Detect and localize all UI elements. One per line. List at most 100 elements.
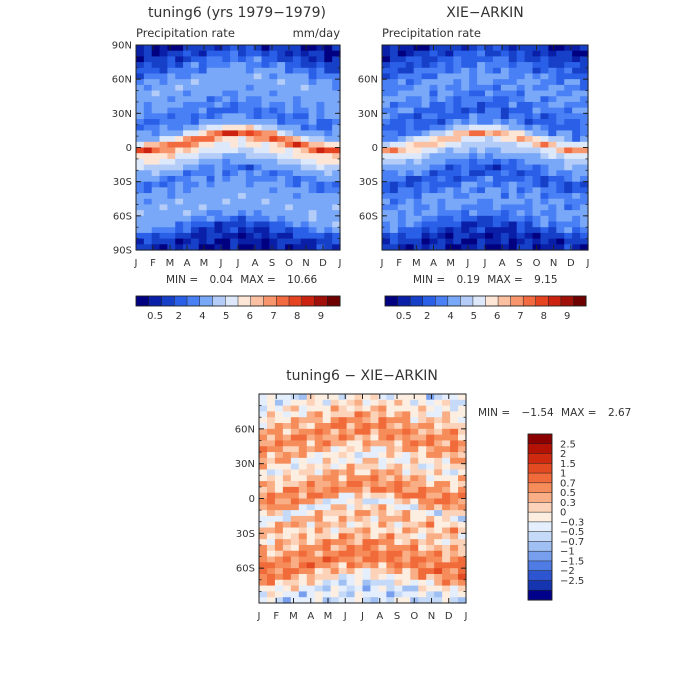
- x-tick-label: M: [289, 611, 298, 622]
- field-cell: [261, 244, 270, 251]
- field-cell: [421, 96, 431, 103]
- field-cell: [362, 417, 372, 424]
- field-cell: [402, 498, 411, 505]
- field-cell: [292, 175, 302, 183]
- field-cell: [405, 238, 415, 245]
- field-cell: [230, 113, 239, 120]
- field-cell: [413, 124, 423, 132]
- field-cell: [564, 119, 573, 126]
- field-cell: [222, 193, 231, 200]
- field-cell: [394, 579, 403, 587]
- field-cell: [405, 204, 415, 211]
- field-cell: [354, 394, 364, 401]
- field-cell: [492, 45, 502, 52]
- field-cell: [508, 56, 518, 63]
- field-cell: [458, 440, 467, 447]
- field-cell: [394, 411, 403, 418]
- field-cell: [290, 457, 300, 465]
- field-cell: [143, 67, 153, 75]
- field-cell: [214, 221, 223, 228]
- field-cell: [298, 463, 308, 471]
- field-cell: [183, 141, 192, 149]
- field-cell: [332, 119, 341, 126]
- field-cell: [469, 193, 478, 200]
- field-cell: [516, 141, 526, 149]
- field-cell: [434, 417, 443, 424]
- field-cell: [159, 193, 168, 200]
- field-cell: [445, 187, 454, 194]
- field-cell: [322, 568, 332, 575]
- field-cell: [580, 62, 589, 69]
- field-cell: [261, 175, 270, 183]
- field-cell: [136, 124, 145, 132]
- field-cell: [445, 113, 454, 120]
- field-cell: [290, 510, 300, 517]
- field-cell: [442, 411, 451, 418]
- field-cell: [394, 423, 403, 430]
- field-cell: [332, 113, 341, 120]
- field-cell: [269, 62, 278, 69]
- field-cell: [238, 107, 247, 114]
- field-cell: [282, 573, 292, 581]
- field-cell: [330, 521, 340, 529]
- field-cell: [322, 556, 332, 563]
- field-cell: [524, 67, 534, 75]
- x-tick-label: A: [307, 611, 314, 622]
- field-cell: [362, 411, 372, 418]
- field-cell: [338, 411, 348, 418]
- field-cell: [292, 79, 302, 86]
- field-cell: [245, 221, 255, 228]
- field-cell: [259, 446, 268, 453]
- field-cell: [426, 492, 435, 500]
- field-cell: [346, 510, 356, 517]
- field-cell: [300, 227, 310, 234]
- field-cell: [285, 96, 294, 103]
- field-cell: [445, 193, 454, 200]
- field-cell: [222, 124, 231, 132]
- colorbar-label: 6: [247, 311, 253, 322]
- field-cell: [259, 515, 268, 523]
- field-cell: [151, 96, 161, 103]
- field-cell: [445, 181, 454, 188]
- field-cell: [151, 198, 161, 206]
- field-cell: [378, 492, 387, 500]
- field-cell: [274, 591, 284, 598]
- field-cell: [354, 446, 364, 453]
- field-cell: [198, 90, 208, 97]
- panel-subtitle-left: Precipitation rate: [136, 26, 235, 40]
- field-cell: [421, 221, 431, 228]
- min-label: MIN =: [478, 407, 510, 419]
- field-cell: [354, 521, 364, 529]
- field-cell: [450, 498, 459, 505]
- field-cell: [266, 394, 276, 401]
- field-cell: [167, 136, 176, 143]
- field-cell: [389, 204, 399, 211]
- field-cell: [469, 164, 478, 171]
- field-cell: [322, 539, 332, 546]
- x-tick-label: O: [285, 258, 293, 269]
- field-cell: [308, 215, 318, 223]
- field-cell: [492, 119, 502, 126]
- y-tick-label: 30N: [358, 109, 378, 120]
- field-cell: [259, 457, 268, 465]
- field-cell: [429, 141, 439, 149]
- field-cell: [508, 198, 518, 206]
- field-cell: [230, 193, 239, 200]
- field-cell: [394, 562, 403, 569]
- field-cell: [500, 141, 510, 149]
- field-cell: [324, 238, 333, 245]
- field-cell: [259, 585, 268, 592]
- field-cell: [190, 210, 200, 217]
- field-cell: [136, 158, 145, 166]
- field-cell: [508, 204, 518, 211]
- field-cell: [461, 232, 470, 240]
- field-cell: [461, 67, 470, 75]
- field-cell: [429, 187, 439, 194]
- field-cell: [426, 591, 435, 598]
- field-cell: [458, 405, 467, 413]
- field-cell: [453, 141, 462, 149]
- field-cell: [159, 204, 168, 211]
- field-cell: [282, 481, 292, 488]
- field-cell: [167, 238, 176, 245]
- field-cell: [572, 107, 581, 114]
